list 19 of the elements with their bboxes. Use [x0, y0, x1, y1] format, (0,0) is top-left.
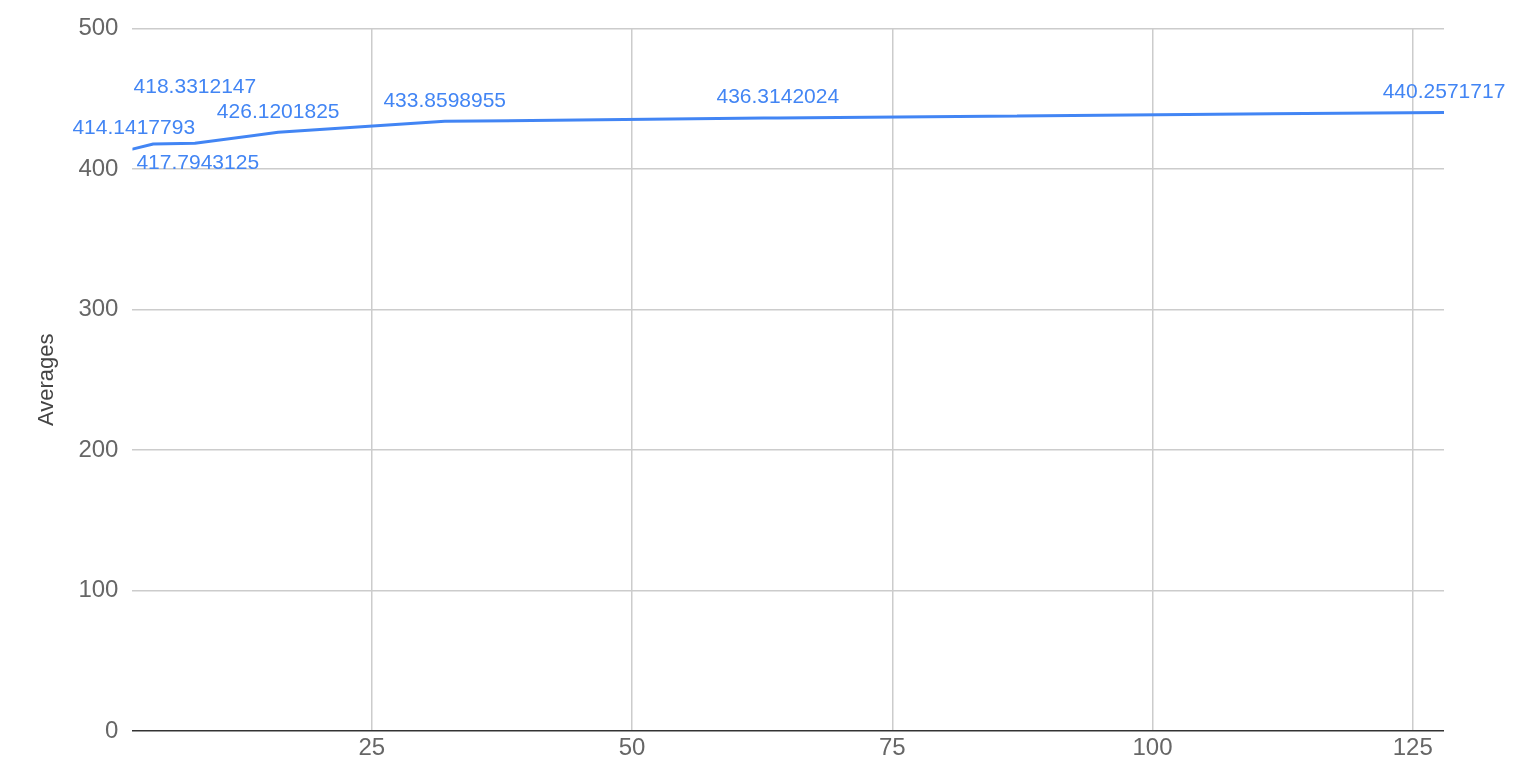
- x-tick-label: 75: [878, 733, 906, 761]
- y-axis-title: Averages: [33, 333, 59, 427]
- data-label: 426.1201825: [216, 98, 340, 122]
- x-tick-label: 125: [1392, 733, 1433, 761]
- data-label: 414.1417793: [72, 115, 196, 139]
- data-label: 417.7943125: [136, 150, 260, 174]
- y-tick-label: 100: [78, 575, 119, 603]
- data-label: 440.2571717: [1382, 78, 1506, 102]
- x-tick-label: 100: [1132, 733, 1173, 761]
- data-label: 436.3142024: [716, 84, 840, 108]
- y-tick-label: 500: [78, 13, 119, 41]
- x-tick-label: 50: [618, 733, 646, 761]
- data-label: 418.3312147: [133, 73, 257, 97]
- y-tick-label: 300: [78, 294, 119, 322]
- y-tick-label: 200: [78, 434, 119, 462]
- x-tick-label: 25: [358, 733, 386, 761]
- data-label: 433.8598955: [383, 87, 507, 111]
- y-tick-label: 400: [78, 153, 119, 181]
- y-tick-label: 0: [105, 715, 119, 743]
